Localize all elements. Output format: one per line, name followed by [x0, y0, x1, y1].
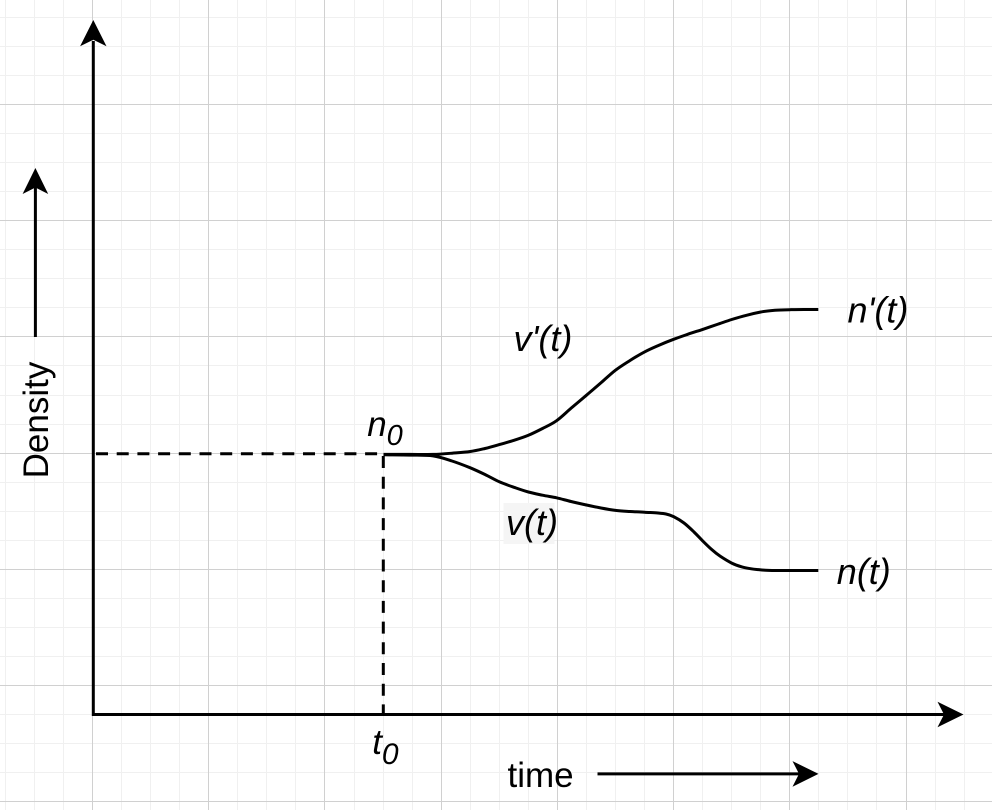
svg-text:v'(t): v'(t) — [514, 318, 573, 359]
svg-text:n'(t): n'(t) — [848, 290, 909, 331]
svg-text:v(t): v(t) — [506, 502, 558, 543]
svg-text:Density: Density — [17, 361, 56, 478]
svg-text:n(t): n(t) — [837, 551, 891, 592]
svg-text:time: time — [508, 756, 574, 795]
